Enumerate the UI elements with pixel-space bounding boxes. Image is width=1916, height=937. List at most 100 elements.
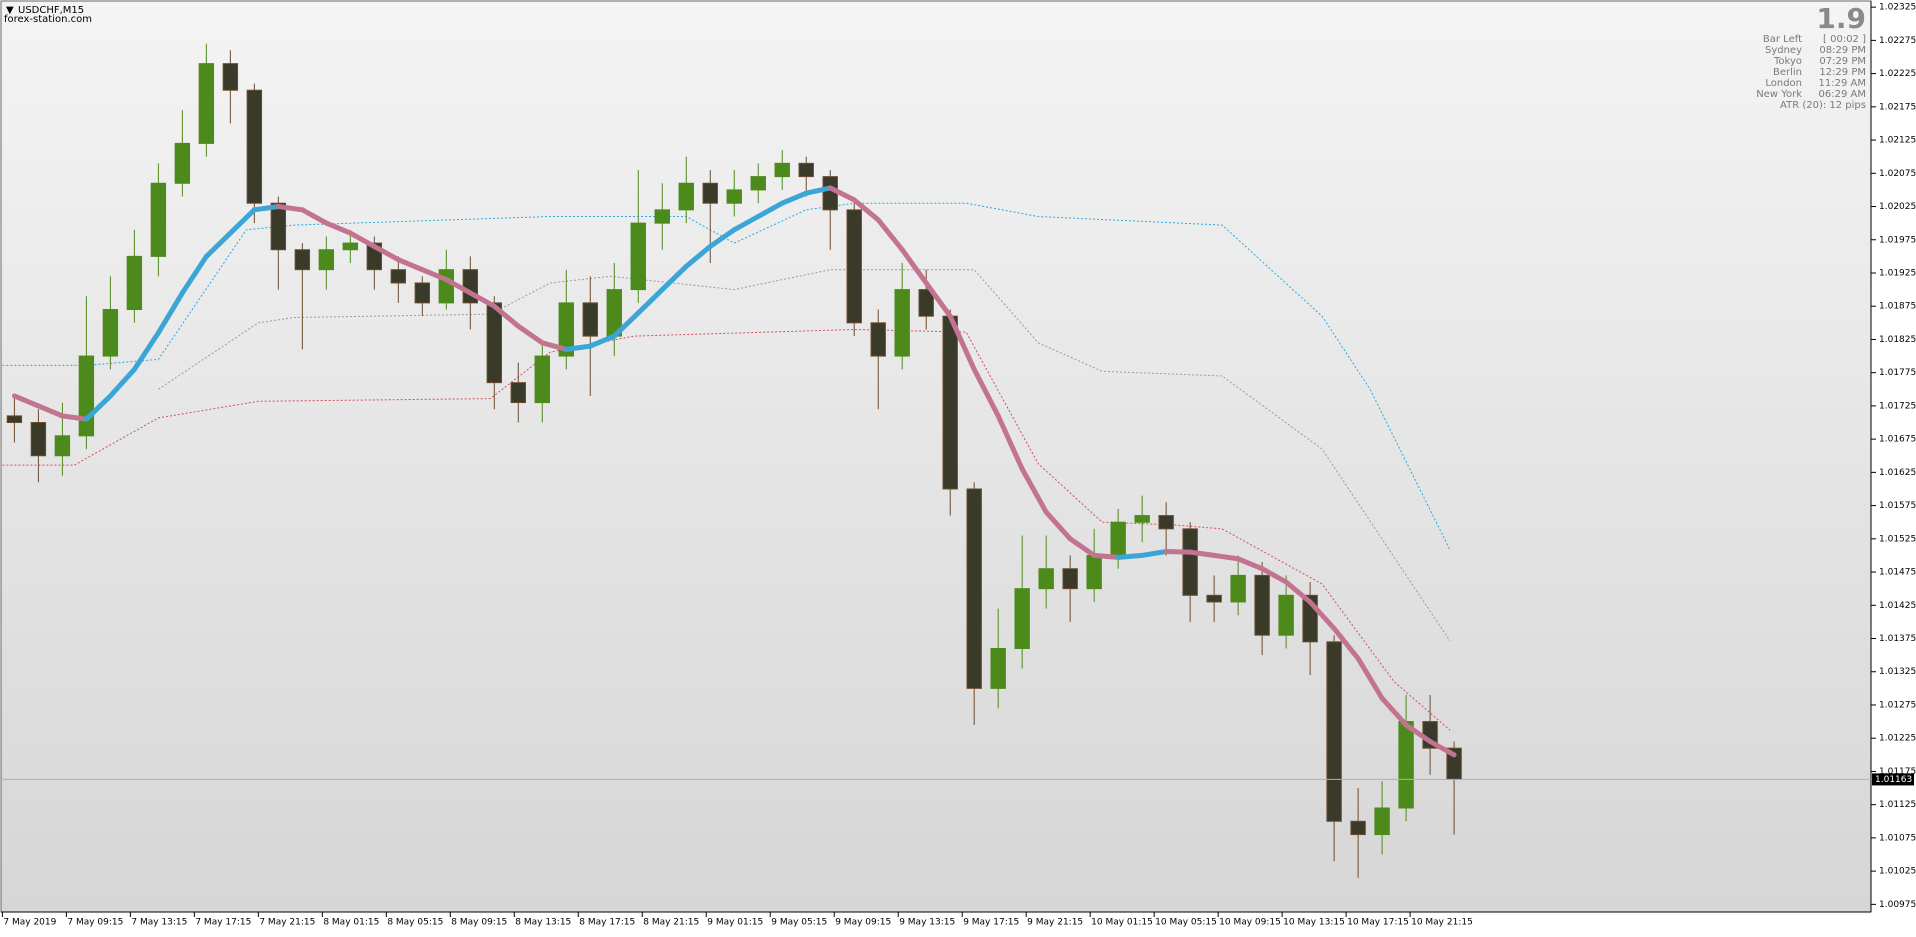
x-tick-label: 10 May 05:15 xyxy=(1155,918,1217,928)
x-tick-label: 7 May 09:15 xyxy=(67,918,123,928)
atr: ATR (20): 12 pips xyxy=(1780,100,1866,111)
candle-body xyxy=(1014,588,1030,649)
moving-average-segment xyxy=(1211,552,1241,562)
y-tick-label: 1.02075 xyxy=(1879,169,1916,179)
y-tick-label: 1.01825 xyxy=(1879,335,1916,345)
band-line xyxy=(2,202,1451,551)
x-tick-label: 7 May 21:15 xyxy=(259,918,315,928)
moving-average-segment xyxy=(899,247,929,286)
candle-body xyxy=(30,422,47,457)
moving-average-segment xyxy=(131,330,161,372)
y-tick-label: 1.01125 xyxy=(1879,800,1916,810)
candle-body xyxy=(966,488,982,689)
moving-average-segment xyxy=(1163,549,1193,555)
moving-average-segment xyxy=(1187,549,1217,558)
moving-average-segment xyxy=(851,197,881,223)
moving-average-segment xyxy=(755,200,785,219)
big-value: 1.9 xyxy=(1816,2,1866,35)
moving-average-segment xyxy=(11,393,41,409)
band-line xyxy=(158,269,1451,642)
y-tick-label: 1.01575 xyxy=(1879,501,1916,511)
moving-average-segment xyxy=(59,413,89,422)
info-label: Bar Left xyxy=(1763,34,1802,45)
x-tick-label: 7 May 2019 xyxy=(3,918,56,928)
moving-average-segment xyxy=(275,204,305,213)
candle-body xyxy=(1110,521,1126,556)
candle-body xyxy=(246,89,263,204)
moving-average-segment xyxy=(443,277,473,296)
x-tick-label: 8 May 21:15 xyxy=(643,918,699,928)
candle-body xyxy=(126,255,143,311)
current-price-label: 1.01163 xyxy=(1875,775,1912,785)
y-tick-label: 1.01325 xyxy=(1879,667,1916,677)
x-tick-label: 10 May 21:15 xyxy=(1411,918,1473,928)
candle-body xyxy=(846,209,862,324)
info-label: Berlin xyxy=(1773,67,1802,78)
moving-average-segment xyxy=(491,303,521,329)
info-label: Tokyo xyxy=(1773,56,1802,67)
candle-body xyxy=(438,269,455,304)
moving-average-segment xyxy=(323,220,353,236)
y-tick-label: 1.01975 xyxy=(1879,235,1916,245)
moving-average-segment xyxy=(707,227,737,249)
y-tick-label: 1.01075 xyxy=(1879,833,1916,843)
moving-average-segment xyxy=(299,207,329,226)
moving-average-segment xyxy=(1283,579,1313,605)
x-tick-label: 10 May 17:15 xyxy=(1347,918,1409,928)
candle-body xyxy=(222,63,239,91)
moving-average-segment xyxy=(1259,566,1289,585)
moving-average-segment xyxy=(1331,626,1361,661)
candle-body xyxy=(678,182,694,211)
moving-average-segment xyxy=(179,253,209,296)
moving-average-segment xyxy=(803,185,833,196)
candle-body xyxy=(654,209,670,224)
y-tick-label: 1.01675 xyxy=(1879,435,1916,445)
moving-average-segment xyxy=(827,185,857,203)
y-tick-label: 1.01275 xyxy=(1879,700,1916,710)
info-label: Sydney xyxy=(1765,45,1802,56)
candle-body xyxy=(1206,594,1222,603)
candle-body xyxy=(6,415,23,424)
candle-body xyxy=(894,289,910,357)
candle-body xyxy=(558,302,574,357)
moving-average-segment xyxy=(1091,552,1121,560)
x-tick-label: 9 May 01:15 xyxy=(707,918,763,928)
moving-average-segment xyxy=(227,207,257,236)
moving-average-segment xyxy=(659,263,689,293)
candle-body xyxy=(990,647,1006,689)
candle-body xyxy=(750,176,766,191)
symbol-label: USDCHF,M15 xyxy=(18,5,84,16)
candle-body xyxy=(822,176,838,211)
candle-body xyxy=(798,162,814,178)
y-tick-label: 1.01425 xyxy=(1879,601,1916,611)
moving-average-segment xyxy=(467,290,497,309)
x-tick-label: 10 May 09:15 xyxy=(1219,918,1281,928)
y-tick-label: 1.02025 xyxy=(1879,202,1916,212)
info-label: New York xyxy=(1756,89,1802,100)
x-tick-label: 9 May 21:15 xyxy=(1027,918,1083,928)
y-tick-label: 1.01475 xyxy=(1879,568,1916,578)
candle-body xyxy=(1278,594,1294,636)
y-tick-label: 1.01625 xyxy=(1879,468,1916,478)
candle-body xyxy=(1038,568,1054,590)
candle-body xyxy=(630,222,646,291)
candle-body xyxy=(1326,641,1342,822)
candle-body xyxy=(1086,554,1102,590)
y-tick-label: 1.01875 xyxy=(1879,302,1916,312)
moving-average-segment xyxy=(1115,552,1145,560)
candle-body xyxy=(774,162,790,178)
moving-average-segment xyxy=(1139,549,1169,558)
moving-average-segment xyxy=(1403,722,1433,744)
candle-body xyxy=(486,302,502,384)
moving-average-segment xyxy=(1355,656,1385,701)
moving-average-segment xyxy=(1067,536,1097,558)
moving-average-segment xyxy=(1235,556,1265,572)
moving-average-segment xyxy=(683,243,713,269)
moving-average-segment xyxy=(347,230,377,249)
moving-average-segment xyxy=(875,217,905,253)
x-tick-label: 8 May 01:15 xyxy=(323,918,379,928)
x-tick-label: 8 May 17:15 xyxy=(579,918,635,928)
info-value: 12:29 PM xyxy=(1819,67,1866,78)
candle-body xyxy=(510,382,526,404)
y-tick-label: 1.02175 xyxy=(1879,102,1916,112)
